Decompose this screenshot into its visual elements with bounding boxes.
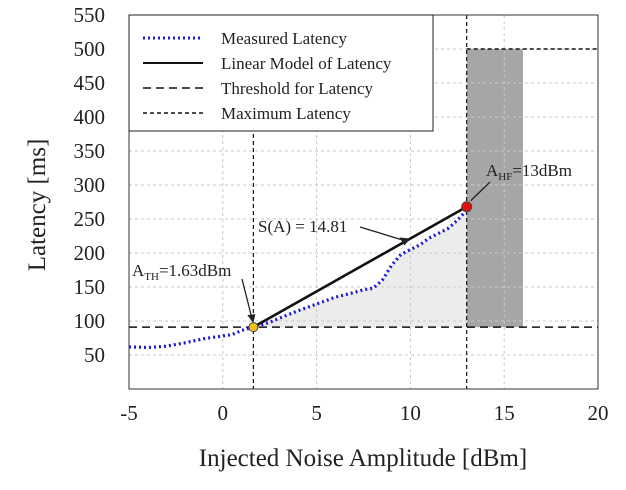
y-tick-label-3: 200 bbox=[74, 241, 106, 265]
y-tick-label-5: 300 bbox=[74, 173, 106, 197]
hf-annotation: AHF=13dBm bbox=[486, 161, 572, 183]
hf-annotation-prefix: A bbox=[486, 161, 499, 180]
legend-box bbox=[128, 14, 434, 132]
x-tick-label-0: -5 bbox=[120, 401, 138, 425]
legend-label-model: Linear Model of Latency bbox=[221, 54, 392, 73]
y-tick-label-9: 500 bbox=[74, 37, 106, 61]
x-tick-label-5: 20 bbox=[588, 401, 609, 425]
y-tick-label-7: 400 bbox=[74, 105, 106, 129]
legend-label-threshold: Threshold for Latency bbox=[221, 79, 373, 98]
shaded-region-beyond-hf bbox=[466, 49, 523, 328]
x-tick-label-3: 10 bbox=[400, 401, 421, 425]
slope-label: S(A) = 14.81 bbox=[258, 217, 347, 236]
y-tick-label-2: 150 bbox=[74, 275, 106, 299]
tick-labels: -5 0 5 10 15 20 50 100 150 200 250 300 350 400 450 500 5… bbox=[74, 3, 609, 425]
legend-label-measured: Measured Latency bbox=[221, 29, 348, 48]
threshold-annotation-value: =1.63dBm bbox=[159, 261, 231, 280]
y-tick-label-8: 450 bbox=[74, 71, 106, 95]
y-tick-label-0: 50 bbox=[84, 343, 105, 367]
hf-arrow-line bbox=[470, 181, 491, 202]
legend: Measured Latency Linear Model of Latency… bbox=[128, 14, 434, 132]
y-tick-label-4: 250 bbox=[74, 207, 106, 231]
x-axis-title: Injected Noise Amplitude [dBm] bbox=[199, 445, 527, 472]
shaded-region-model bbox=[253, 210, 467, 328]
y-tick-label-6: 350 bbox=[74, 139, 106, 163]
shaded-regions bbox=[253, 49, 523, 328]
hf-annotation-value: =13dBm bbox=[512, 161, 572, 180]
y-tick-label-10: 550 bbox=[74, 3, 106, 27]
x-tick-label-4: 15 bbox=[494, 401, 515, 425]
threshold-arrow-line bbox=[241, 278, 254, 321]
threshold-annotation-prefix: A bbox=[132, 261, 145, 280]
hf-annotation-sub: HF bbox=[498, 171, 512, 183]
slope-arrow-line bbox=[359, 226, 408, 243]
threshold-annotation: ATH=1.63dBm bbox=[132, 261, 231, 283]
slope-arrow-head bbox=[399, 237, 411, 246]
x-tick-label-1: 0 bbox=[218, 401, 229, 425]
hf-point-marker bbox=[461, 201, 473, 213]
x-tick-label-2: 5 bbox=[311, 401, 322, 425]
threshold-point-marker bbox=[248, 322, 259, 333]
linear-model-line bbox=[252, 205, 468, 329]
threshold-annotation-sub: TH bbox=[144, 271, 159, 283]
threshold-arrow-head bbox=[247, 314, 256, 324]
y-axis-title: Latency [ms] bbox=[24, 139, 51, 272]
legend-label-maximum: Maximum Latency bbox=[221, 104, 351, 123]
y-tick-label-1: 100 bbox=[74, 309, 106, 333]
